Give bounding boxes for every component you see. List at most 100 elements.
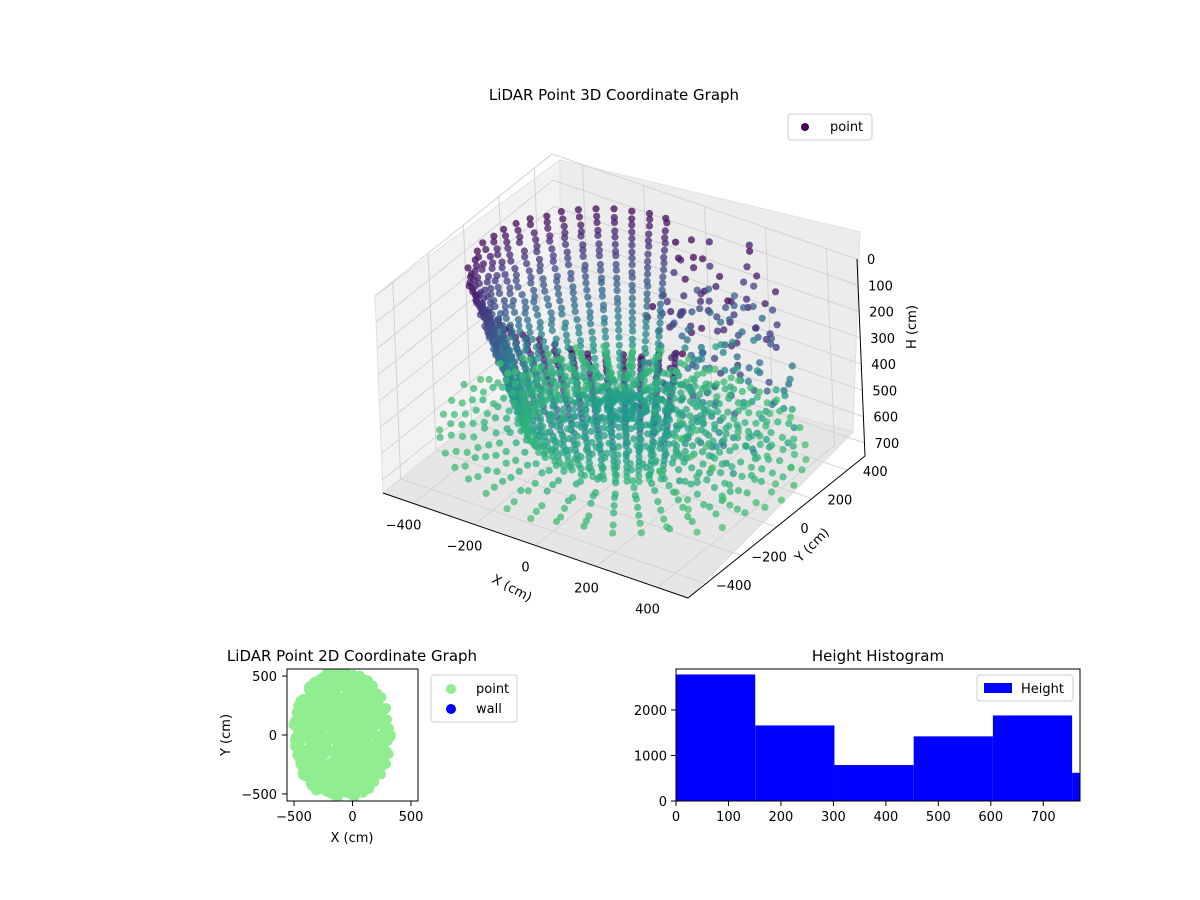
point-3d: [743, 295, 751, 303]
legend-3d: point: [787, 113, 873, 141]
point-2d: [344, 693, 355, 704]
point-3d: [765, 378, 773, 386]
point-3d: [734, 399, 743, 407]
point-2d: [355, 734, 366, 745]
point-2d: [316, 781, 326, 792]
point-2d: [321, 703, 331, 714]
point-3d: [575, 323, 583, 331]
point-3d: [752, 324, 760, 332]
point-2d: [360, 713, 371, 724]
point-3d: [734, 376, 743, 385]
point-2d: [362, 717, 373, 728]
point-3d: [570, 295, 578, 303]
point-2d: [305, 693, 316, 704]
point-2d: [299, 707, 310, 718]
point-3d: [488, 264, 496, 272]
point-2d: [337, 676, 348, 687]
point-3d: [471, 454, 479, 462]
point-2d: [301, 707, 312, 717]
point-3d: [541, 287, 549, 295]
point-3d: [713, 408, 722, 416]
point-3d: [745, 241, 753, 249]
point-3d: [715, 400, 723, 408]
point-2d: [343, 675, 354, 686]
point-2d: [337, 744, 348, 755]
x-tick-label-histogram: 100: [716, 810, 741, 825]
point-2d: [315, 686, 326, 696]
point-3d: [533, 375, 542, 383]
point-2d: [339, 696, 350, 707]
point-2d: [298, 770, 309, 781]
point-3d: [612, 385, 620, 393]
point-3d: [609, 521, 617, 529]
point-2d: [341, 769, 352, 780]
point-2d: [380, 751, 391, 762]
point-2d: [299, 761, 309, 772]
point-3d: [631, 491, 639, 499]
point-2d: [352, 780, 363, 791]
point-3d: [758, 465, 766, 473]
point-3d: [668, 459, 677, 467]
point-3d: [616, 349, 624, 357]
point-3d: [488, 337, 497, 345]
point-3d: [743, 263, 751, 271]
point-3d: [644, 264, 652, 272]
point-2d: [318, 770, 329, 781]
point-2d: [371, 692, 382, 702]
point-3d: [739, 304, 748, 312]
y-tick-label-3d: 400: [863, 465, 888, 480]
point-2d: [292, 725, 303, 736]
point-3d: [554, 290, 563, 298]
point-2d: [310, 779, 321, 790]
point-3d: [706, 503, 714, 511]
point-2d: [352, 743, 363, 754]
point-3d: [580, 369, 588, 377]
point-3d: [655, 353, 663, 361]
point-3d: [502, 314, 510, 322]
point-2d: [363, 773, 373, 784]
point-2d: [322, 770, 333, 781]
point-3d: [554, 477, 563, 485]
point-3d: [693, 418, 701, 426]
point-2d: [319, 740, 330, 750]
x-tick-label-histogram: 300: [821, 810, 846, 825]
point-3d: [538, 469, 546, 477]
point-3d: [705, 297, 713, 305]
point-3d: [696, 305, 704, 313]
point-3d: [769, 306, 777, 314]
point-2d: [369, 768, 380, 779]
point-2d: [362, 752, 373, 763]
point-3d: [744, 377, 753, 385]
point-3d: [659, 424, 667, 432]
point-2d: [327, 762, 338, 773]
point-2d: [337, 771, 348, 782]
point-3d: [642, 311, 650, 319]
point-3d: [559, 432, 567, 440]
point-2d: [345, 674, 356, 685]
point-3d: [681, 447, 689, 456]
point-2d: [380, 714, 391, 725]
point-2d: [382, 726, 393, 737]
point-3d: [536, 324, 544, 332]
point-3d: [611, 240, 619, 248]
point-3d: [522, 341, 530, 349]
point-3d: [719, 348, 727, 356]
point-3d: [726, 487, 734, 496]
point-2d: [305, 773, 316, 784]
point-2d: [344, 786, 355, 797]
point-3d: [493, 467, 501, 475]
point-3d: [652, 386, 660, 394]
point-2d: [370, 759, 381, 770]
point-3d: [506, 284, 514, 292]
point-2d: [301, 761, 312, 772]
point-2d: [357, 708, 368, 719]
point-3d: [738, 387, 746, 396]
point-2d: [312, 711, 323, 722]
grid-line-z: [378, 258, 557, 402]
point-2d: [333, 736, 344, 747]
point-2d: [378, 719, 388, 730]
point-3d: [768, 441, 776, 449]
point-3d: [614, 443, 623, 451]
point-3d: [501, 308, 510, 316]
point-2d: [373, 697, 384, 708]
